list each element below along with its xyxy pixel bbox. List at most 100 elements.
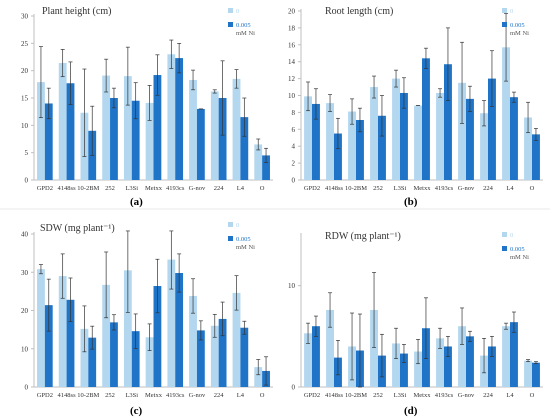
bar-series-0005 [44,305,53,387]
x-tick-label: L4 [506,185,514,192]
bar-series-0005 [175,273,184,387]
legend-swatch-series-0 [228,222,233,227]
bar-series-0005 [510,322,518,387]
bar-series-0005 [488,78,496,180]
x-tick-label: O [530,185,535,192]
bar-series-0 [304,333,312,387]
bar-series-0005 [312,103,320,180]
bar-series-0005 [488,346,496,387]
bar-series-0 [502,47,510,181]
legend-label-series-0005: 0.005 [236,22,251,29]
y-tick-label: 20 [21,307,29,315]
x-tick-label: GPD2 [37,185,53,192]
bar-series-0 [458,326,466,387]
bar-series-0 [232,78,241,180]
bar-series-0 [326,309,334,387]
x-tick-label: GPD2 [304,185,320,192]
x-tick-label: L4 [506,392,514,399]
x-tick-label: 4148ss [325,392,344,399]
bar-series-0005 [262,155,270,180]
legend-swatch-series-0 [228,8,233,13]
x-tick-label: 4193cs [166,392,185,399]
chart-panel-3: 0 10 GPD2 4148ss 10-2BM 252 L3Si Metxx 4193cs G-n… [288,231,543,399]
bar-series-0005 [131,100,140,180]
x-tick-label: 10-2BM [77,185,99,192]
bar-series-0 [436,92,444,180]
bar-series-0 [210,325,219,387]
y-tick-label: 5 [25,149,29,157]
bar-series-0005 [400,353,408,387]
bar-series-0 [37,82,45,180]
bar-series-0 [370,87,378,180]
panel-a-letter: (a) [130,196,143,208]
bar-series-0005 [131,331,140,387]
bar-series-0 [304,96,312,180]
legend-label-series-0: 0 [236,8,239,15]
bar-series-0 [414,105,422,180]
panel-c-letter: (c) [130,405,143,417]
bar-series-0 [189,295,197,387]
bar-series-0005 [378,115,386,180]
y-tick-label: 20 [288,8,296,16]
bar-series-0 [480,113,488,180]
bar-series-0005 [444,64,452,180]
bar-series-0005 [510,97,518,180]
legend-swatch-series-0005 [502,22,507,27]
bar-series-0 [167,259,176,387]
bar-series-0 [167,54,176,181]
x-tick-label: O [260,185,265,192]
bar-series-0005 [400,92,408,180]
legend-unit: mM Ni [236,244,255,251]
bar-series-0 [37,269,45,387]
legend-label-series-0005: 0.005 [236,236,251,243]
x-tick-label: G-nov [458,392,475,399]
y-tick-label: 8 [292,109,296,117]
bar-series-0 [189,79,197,180]
bar-series-0 [348,111,356,180]
x-tick-label: G-nov [458,185,475,192]
bar-series-0 [326,103,334,180]
bar-series-0 [80,328,89,387]
y-tick-label: 10 [21,122,29,130]
bar-series-0005 [88,337,97,387]
y-tick-label: 20 [21,67,29,75]
bar-series-0 [392,78,400,180]
x-tick-label: L4 [237,392,245,399]
legend-unit: mM Ni [510,254,529,261]
legend-swatch-series-0 [502,232,507,237]
x-tick-label: G-nov [189,185,206,192]
y-tick-label: 0 [292,384,296,392]
x-tick-label: 4148ss [58,392,77,399]
x-tick-label: 10-2BM [345,185,367,192]
bar-series-0005 [196,330,205,387]
bar-series-0005 [466,336,474,387]
bar-series-0005 [356,120,364,180]
x-tick-label: 4193cs [166,185,185,192]
y-tick-label: 4 [292,143,296,151]
x-tick-label: 224 [483,185,494,192]
x-tick-label: G-nov [189,392,206,399]
x-tick-label: 4193cs [435,392,454,399]
legend-swatch-series-0005 [228,22,233,27]
chart-panel-2: 0 10 20 30 40 GPD2 4148ss 10-2BM 252 L3Si Metxx 419… [21,222,273,399]
bar-series-0 [210,91,219,180]
x-tick-label: 10-2BM [77,392,99,399]
bar-series-0005 [422,58,430,180]
bar-series-0005 [196,108,205,180]
y-tick-label: 10 [288,92,296,100]
y-tick-label: 30 [21,269,29,277]
chart-title: RDW (mg plant⁻¹) [325,231,401,242]
legend-label-series-0005: 0.005 [510,22,525,29]
bar-series-0 [254,144,263,180]
x-tick-label: L3Si [125,185,138,192]
y-tick-label: 6 [292,126,296,134]
x-tick-label: 252 [373,185,383,192]
bar-series-0 [458,82,466,180]
x-tick-label: 252 [105,392,115,399]
legend-swatch-series-0005 [228,236,233,241]
bar-series-0005 [66,299,75,387]
panel-d-letter: (d) [404,405,418,417]
y-tick-label: 14 [288,58,296,66]
bar-series-0005 [66,83,75,180]
legend-label-series-0: 0 [510,8,513,15]
